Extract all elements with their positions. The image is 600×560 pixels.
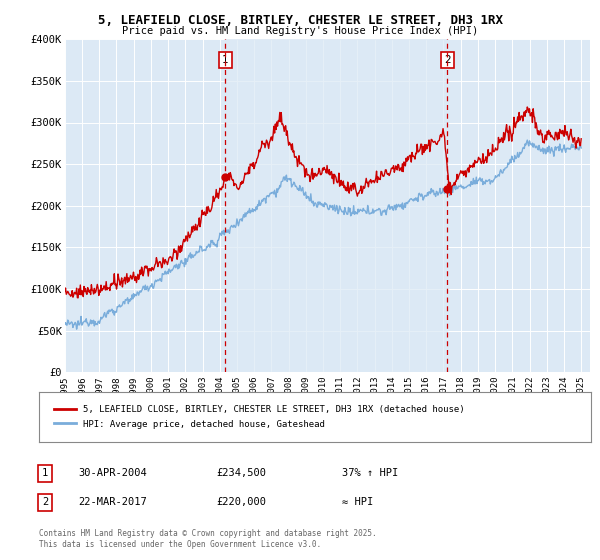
Text: 1: 1 — [42, 468, 48, 478]
Text: 2: 2 — [42, 497, 48, 507]
Text: 1: 1 — [222, 55, 229, 65]
Text: £234,500: £234,500 — [216, 468, 266, 478]
Text: 5, LEAFIELD CLOSE, BIRTLEY, CHESTER LE STREET, DH3 1RX: 5, LEAFIELD CLOSE, BIRTLEY, CHESTER LE S… — [97, 14, 503, 27]
Text: 2: 2 — [444, 55, 451, 65]
Text: 30-APR-2004: 30-APR-2004 — [78, 468, 147, 478]
Legend: 5, LEAFIELD CLOSE, BIRTLEY, CHESTER LE STREET, DH3 1RX (detached house), HPI: Av: 5, LEAFIELD CLOSE, BIRTLEY, CHESTER LE S… — [49, 401, 469, 433]
Text: Price paid vs. HM Land Registry's House Price Index (HPI): Price paid vs. HM Land Registry's House … — [122, 26, 478, 36]
Text: ≈ HPI: ≈ HPI — [342, 497, 373, 507]
Text: 37% ↑ HPI: 37% ↑ HPI — [342, 468, 398, 478]
Text: Contains HM Land Registry data © Crown copyright and database right 2025.
This d: Contains HM Land Registry data © Crown c… — [39, 529, 377, 549]
Bar — [226, 39, 447, 372]
Text: £220,000: £220,000 — [216, 497, 266, 507]
Text: 22-MAR-2017: 22-MAR-2017 — [78, 497, 147, 507]
